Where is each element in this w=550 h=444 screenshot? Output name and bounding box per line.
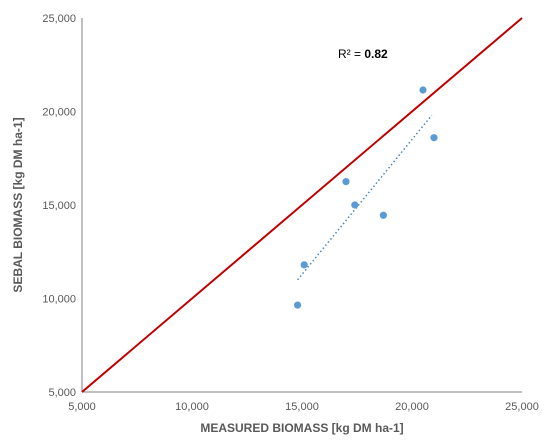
x-tick-label: 10,000 <box>175 401 209 413</box>
r-squared-label: R² = <box>338 47 364 61</box>
x-tick-label: 25,000 <box>505 401 539 413</box>
x-tick-labels: 5,000 10,000 15,000 20,000 25,000 <box>68 401 539 413</box>
data-point <box>300 261 308 269</box>
y-tick-label: 15,000 <box>42 200 76 212</box>
y-tick-labels: 5,000 10,000 15,000 20,000 25,000 <box>42 13 76 399</box>
data-point <box>430 134 438 142</box>
x-tick-label: 15,000 <box>285 401 319 413</box>
one-to-one-line <box>81 17 523 393</box>
data-point <box>419 86 427 94</box>
trendline <box>297 114 433 281</box>
x-tick-label: 5,000 <box>68 401 96 413</box>
data-point <box>294 301 302 309</box>
y-tick-label: 25,000 <box>42 13 76 25</box>
r-squared-annotation: R² = 0.82 <box>338 47 388 61</box>
data-points <box>294 86 438 309</box>
x-axis-title: MEASURED BIOMASS [kg DM ha-1] <box>200 421 403 435</box>
r-squared-value: 0.82 <box>364 47 388 61</box>
y-axis-title: SEBAL BIOMASS [kg DM ha-1] <box>11 117 25 292</box>
y-tick-label: 5,000 <box>48 387 76 399</box>
data-point <box>351 201 359 209</box>
data-point <box>342 178 350 186</box>
y-tick-label: 20,000 <box>42 107 76 119</box>
x-tick-label: 20,000 <box>395 401 429 413</box>
data-point <box>379 211 387 219</box>
y-tick-label: 10,000 <box>42 294 76 306</box>
